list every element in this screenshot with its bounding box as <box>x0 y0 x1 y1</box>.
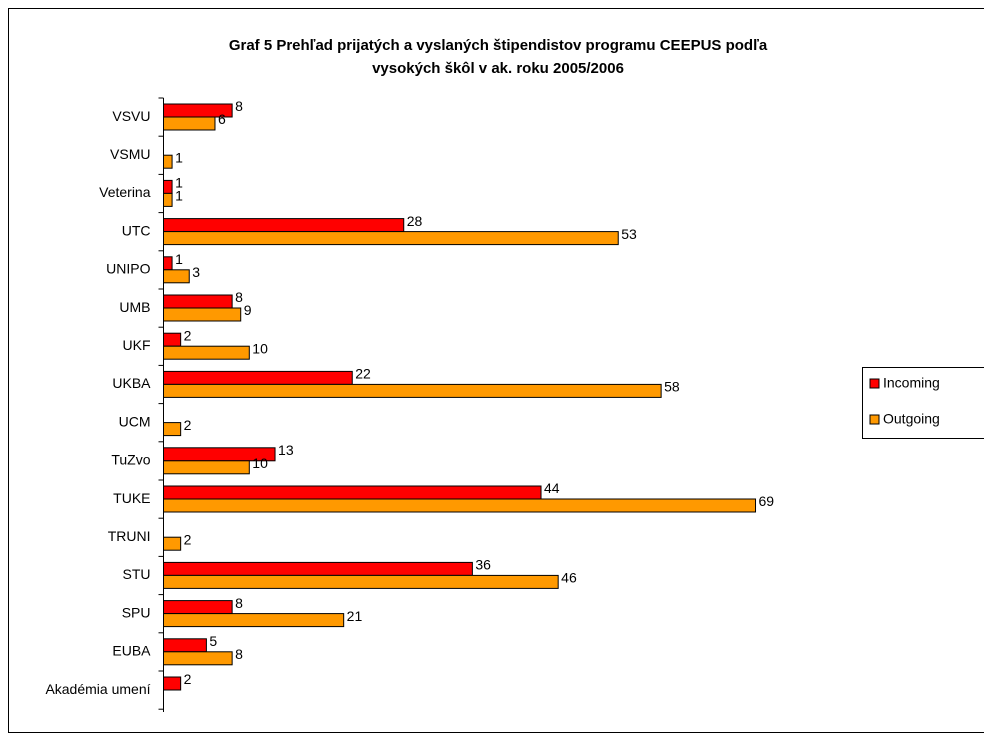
chart-frame <box>8 8 984 733</box>
data-label: 1 <box>175 149 183 165</box>
bar <box>163 218 405 233</box>
data-label: 36 <box>475 557 491 573</box>
legend-label: Outgoing <box>883 411 940 427</box>
data-label: 69 <box>759 493 775 509</box>
bar <box>163 294 233 309</box>
data-label: 2 <box>184 531 192 547</box>
data-label: 8 <box>235 595 243 611</box>
data-label: 21 <box>347 608 363 624</box>
legend-label: Incoming <box>883 375 940 391</box>
data-label: 2 <box>184 327 192 343</box>
data-label: 28 <box>407 213 423 229</box>
y-tick-label: EUBA <box>112 643 151 659</box>
y-tick-label: SPU <box>122 604 151 620</box>
bar <box>163 383 662 398</box>
y-tick-label: TRUNI <box>108 528 151 544</box>
data-label: 6 <box>218 111 226 127</box>
data-label: 1 <box>175 251 183 267</box>
data-label: 8 <box>235 98 243 114</box>
bar <box>163 422 182 437</box>
data-label: 2 <box>184 417 192 433</box>
y-tick-label: UCM <box>119 413 151 429</box>
legend-swatch <box>869 414 880 425</box>
bar <box>163 561 473 576</box>
legend-box <box>862 367 984 439</box>
bar <box>163 460 250 475</box>
y-tick-label: STU <box>123 566 151 582</box>
bar <box>163 269 190 284</box>
legend-swatch <box>869 378 880 389</box>
bar <box>163 154 173 169</box>
data-label: 3 <box>192 264 200 280</box>
chart-title: Graf 5 Prehľad prijatých a vyslaných šti… <box>229 37 768 54</box>
bar <box>163 574 559 589</box>
chart-title: vysokých škôl v ak. roku 2005/2006 <box>372 60 624 77</box>
data-label: 10 <box>252 340 268 356</box>
bar <box>163 638 207 653</box>
bar <box>163 307 242 322</box>
data-label: 1 <box>175 188 183 204</box>
data-label: 9 <box>244 302 252 318</box>
bar <box>163 370 353 385</box>
data-label: 8 <box>235 289 243 305</box>
data-label: 58 <box>664 379 680 395</box>
data-label: 10 <box>252 455 268 471</box>
y-tick-label: UKBA <box>112 375 151 391</box>
data-label: 44 <box>544 480 560 496</box>
y-tick-label: TuZvo <box>111 452 150 468</box>
y-tick-label: VSMU <box>110 146 150 162</box>
bar <box>163 256 173 271</box>
data-label: 22 <box>355 366 371 382</box>
bar <box>163 613 345 628</box>
y-tick-label: TUKE <box>113 490 150 506</box>
data-label: 8 <box>235 646 243 662</box>
bar <box>163 600 233 615</box>
y-tick-label: VSVU <box>112 108 150 124</box>
bar <box>163 485 542 500</box>
y-tick-label: UKF <box>123 337 151 353</box>
y-tick-label: Veterina <box>99 184 151 200</box>
data-label: 53 <box>621 226 637 242</box>
bar <box>163 536 182 551</box>
data-label: 5 <box>209 633 217 649</box>
bar <box>163 345 250 360</box>
bar <box>163 231 619 246</box>
data-label: 13 <box>278 442 294 458</box>
bar <box>163 651 233 666</box>
bar <box>163 332 182 347</box>
bar <box>163 192 173 207</box>
y-tick-label: UMB <box>119 299 150 315</box>
y-tick-label: Akadémia umení <box>45 681 150 697</box>
bar <box>163 498 757 513</box>
y-tick-label: UTC <box>122 222 151 238</box>
bar <box>163 116 216 131</box>
data-label: 2 <box>184 671 192 687</box>
data-label: 1 <box>175 175 183 191</box>
bar <box>163 179 173 194</box>
y-tick-label: UNIPO <box>106 261 150 277</box>
bar <box>163 676 182 691</box>
data-label: 46 <box>561 570 577 586</box>
